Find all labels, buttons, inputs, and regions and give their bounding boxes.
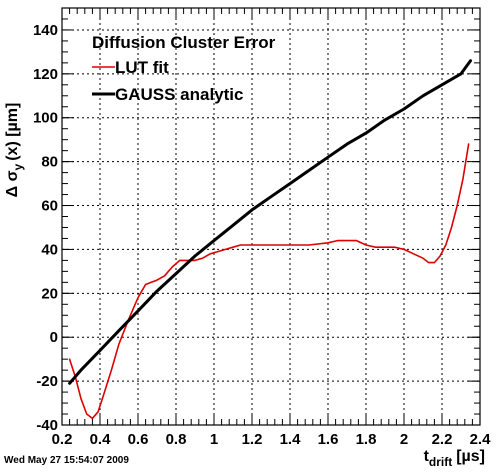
tick-labels: 0.2 0.4 0.6 0.8 1 1.2 1.4 1.6 1.8 2 2.2 2.4 -40 -20 0 2… [33,22,491,448]
y-tick-label: 20 [41,285,58,302]
x-tick-label: 0.6 [128,431,149,448]
timestamp-footer: Wed May 27 15:54:07 2009 [4,455,129,466]
x-axis-label-unit: [µs] [456,448,485,465]
legend-label-lut: LUT fit [115,58,169,77]
y-tick-label: 140 [33,22,58,39]
x-axis-label-main: t [424,448,430,465]
series-line-lut-fit [68,143,470,420]
x-tick-label: 2 [400,431,408,448]
series-layer [68,59,472,420]
legend-label-gauss: GAUSS analytic [115,85,244,104]
x-tick-label: 1.6 [318,431,339,448]
legend-title: Diffusion Cluster Error [92,33,276,52]
x-tick-label: 1.2 [242,431,263,448]
series-line-gauss-analytic [68,59,472,385]
y-tick-label: -40 [36,417,58,434]
x-tick-label: 0.2 [52,431,73,448]
x-tick-label: 2.2 [432,431,453,448]
axis-ticks [61,7,481,426]
y-axis-label-main: Δ σ [4,170,21,197]
x-tick-label: 1 [210,431,218,448]
y-tick-label: 40 [41,241,58,258]
x-tick-label: 0.4 [90,431,112,448]
x-tick-label: 1.4 [280,431,302,448]
y-tick-label: -20 [36,373,58,390]
y-tick-label: 60 [41,198,58,215]
y-axis-label: Δ σy (x) [µm] [4,103,25,198]
x-tick-label: 1.8 [356,431,377,448]
legend: Diffusion Cluster Error LUT fit GAUSS an… [92,33,276,104]
x-tick-label: 2.4 [470,431,492,448]
x-axis-label-sub: drift [429,455,452,469]
x-tick-label: 0.8 [166,431,187,448]
y-axis-label-unit: (x) [µm] [4,103,21,161]
y-tick-label: 100 [33,110,58,127]
y-tick-label: 80 [41,154,58,171]
y-axis-label-sub: y [11,163,25,170]
y-tick-label: 0 [50,329,58,346]
y-tick-label: 120 [33,66,58,83]
x-axis-label: tdrift [µs] [424,448,485,469]
